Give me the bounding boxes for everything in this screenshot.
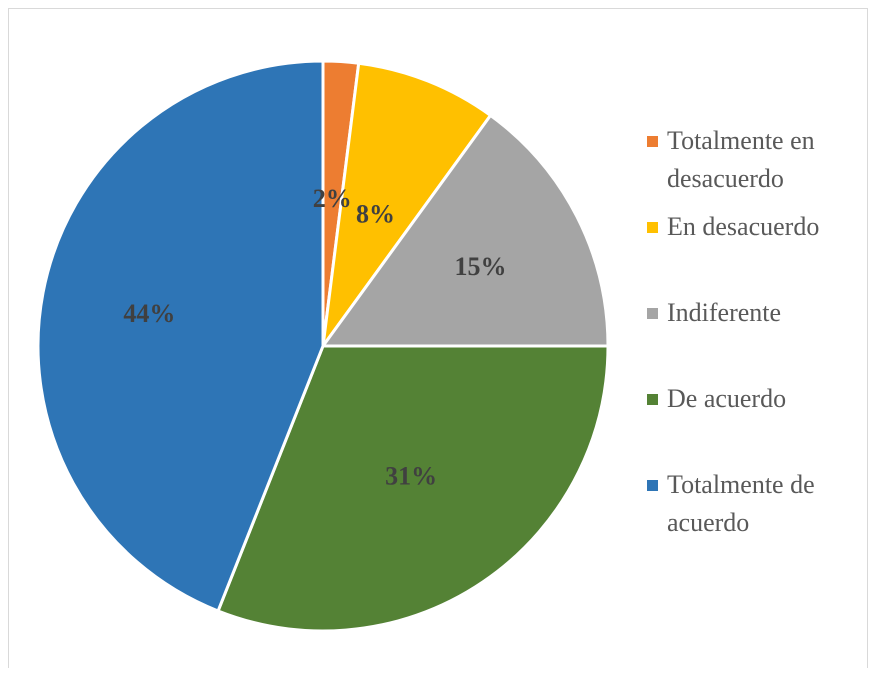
data-label-indiferente: 15%	[454, 252, 506, 281]
legend-swatch-totalmente-de-acuerdo	[647, 480, 658, 491]
pie-slice-totalmente-de-acuerdo	[36, 59, 325, 613]
legend-label: Indiferente	[667, 298, 782, 327]
legend-label: Totalmente de	[667, 470, 815, 499]
pie-slice-de-acuerdo	[216, 344, 610, 633]
legend-swatch-de-acuerdo	[647, 394, 658, 405]
legend-swatch-indiferente	[647, 308, 658, 319]
legend-swatch-totalmente-en-desacuerdo	[647, 136, 658, 147]
legend-label-line2: desacuerdo	[667, 164, 784, 193]
data-label-totalmente-de-acuerdo: 44%	[123, 299, 175, 328]
chart-frame	[8, 8, 868, 668]
data-label-de-acuerdo: 31%	[385, 462, 437, 491]
legend-label: De acuerdo	[667, 384, 787, 413]
pie-slice-en-desacuerdo	[321, 61, 493, 347]
pie-data-labels: 2%8% 15% 31% 44%	[123, 184, 506, 491]
data-label-en-desacuerdo: 8%	[356, 200, 395, 229]
legend-label: En desacuerdo	[667, 212, 820, 241]
legend-label: Totalmente en	[667, 126, 815, 155]
pie-slices	[36, 59, 610, 633]
pie-slice-indiferente	[320, 113, 610, 348]
legend-label-line2: acuerdo	[667, 508, 750, 537]
data-label-totalmente-en-desacuerdo: 2%	[313, 184, 352, 213]
legend-swatch-en-desacuerdo	[647, 222, 658, 233]
